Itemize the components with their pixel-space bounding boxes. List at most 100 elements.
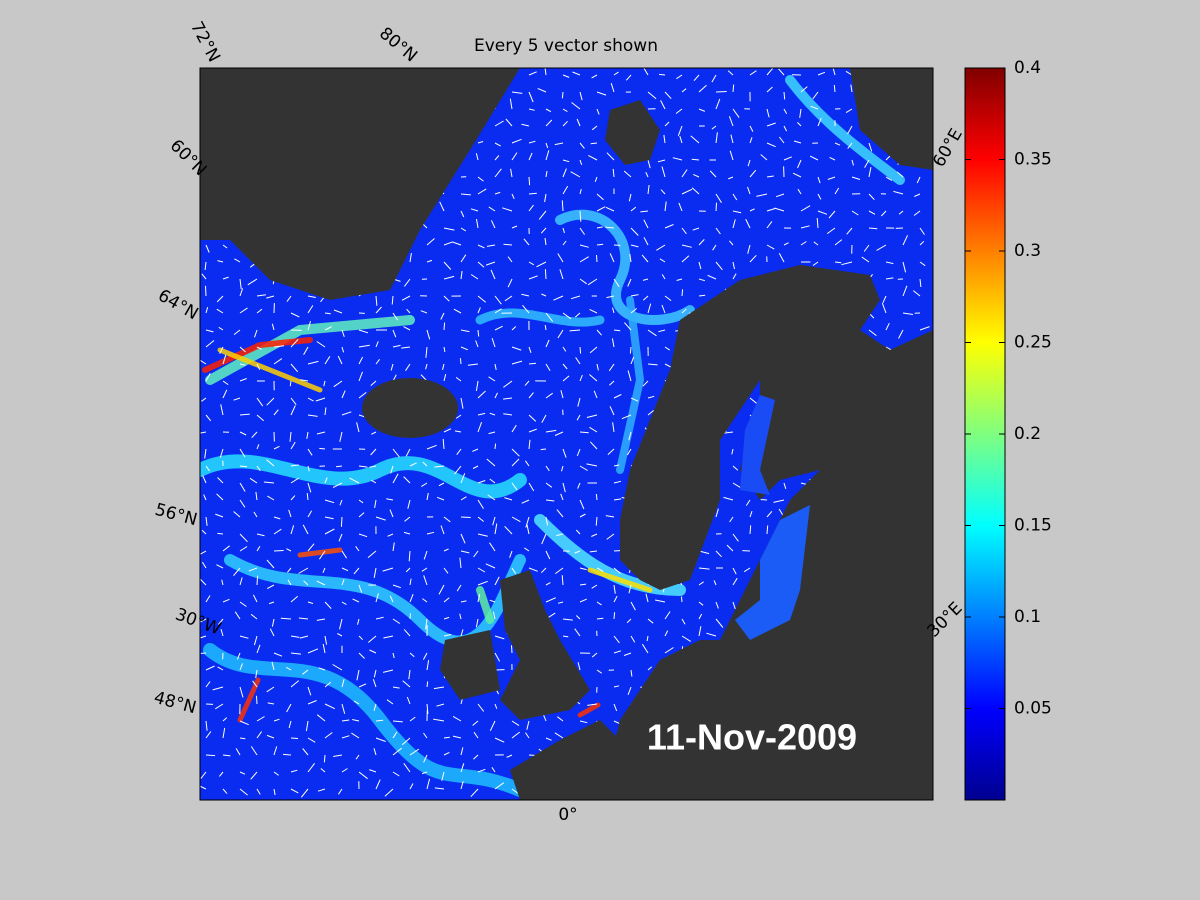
vector <box>490 269 496 280</box>
vector <box>715 98 721 110</box>
vector <box>290 477 299 484</box>
vector <box>579 567 587 571</box>
vector <box>375 737 386 742</box>
vector <box>425 618 428 630</box>
vector <box>409 783 414 790</box>
vector <box>643 68 649 76</box>
vector <box>405 567 411 573</box>
vector <box>627 278 632 287</box>
vector <box>577 662 581 671</box>
vector <box>401 295 411 301</box>
vector <box>266 559 275 569</box>
vector <box>307 397 314 402</box>
vector <box>290 464 299 467</box>
vector <box>454 465 462 475</box>
vector <box>305 720 309 732</box>
vector <box>817 210 828 215</box>
vector <box>426 238 435 246</box>
vector <box>460 210 465 218</box>
vector <box>405 363 411 371</box>
vector <box>324 407 327 416</box>
vector <box>731 448 734 455</box>
vector <box>528 71 537 76</box>
vector <box>559 269 564 280</box>
vector <box>589 346 598 354</box>
vector <box>323 380 326 387</box>
vector <box>303 580 309 586</box>
vector <box>307 762 315 773</box>
vector <box>577 397 581 407</box>
vector <box>216 295 224 303</box>
vector <box>290 441 296 450</box>
vector <box>766 175 774 178</box>
vector <box>273 746 278 756</box>
vector <box>676 74 683 80</box>
vector <box>575 615 581 620</box>
vector <box>475 618 479 628</box>
vector <box>579 142 585 149</box>
vector <box>579 499 585 510</box>
vector <box>256 644 261 654</box>
vector <box>612 168 615 178</box>
vector <box>290 737 299 739</box>
vector <box>589 550 598 553</box>
colorbar-tick-label: 0.3 <box>1014 241 1041 261</box>
vector <box>219 448 224 458</box>
vector <box>288 509 292 518</box>
vector <box>406 308 411 314</box>
vector <box>613 278 620 288</box>
vector <box>233 329 241 335</box>
vector <box>201 273 207 280</box>
vector <box>545 339 550 348</box>
vector <box>572 71 581 76</box>
vector <box>715 508 719 518</box>
vector <box>537 87 547 93</box>
france <box>510 720 620 800</box>
vector <box>596 669 602 674</box>
vector <box>216 308 224 314</box>
vector <box>715 261 723 271</box>
vector <box>477 307 481 314</box>
vector <box>222 545 230 552</box>
vector <box>850 84 853 93</box>
vector <box>698 278 706 282</box>
vector <box>477 593 481 603</box>
vector <box>222 244 228 249</box>
vector <box>375 306 382 314</box>
vector <box>613 329 621 332</box>
vector <box>333 754 343 757</box>
vector <box>732 273 737 280</box>
vector <box>420 310 428 314</box>
vector <box>316 580 326 586</box>
vector <box>864 159 870 168</box>
vector <box>728 116 734 127</box>
vector <box>273 550 284 552</box>
vector <box>783 125 788 132</box>
vector <box>299 635 309 639</box>
vector <box>526 524 530 535</box>
vector <box>494 120 504 127</box>
vector <box>434 787 445 790</box>
vector <box>898 210 904 215</box>
vector <box>729 516 734 523</box>
vector <box>709 170 717 178</box>
vector <box>579 159 583 165</box>
vector <box>371 479 377 484</box>
vector <box>316 341 326 348</box>
vector <box>341 679 345 688</box>
vector <box>218 326 224 331</box>
vector <box>589 308 598 314</box>
vector <box>628 431 632 441</box>
vector <box>760 154 768 161</box>
vector <box>426 660 430 671</box>
vector <box>333 309 343 314</box>
vector <box>341 411 352 416</box>
vector <box>800 225 810 229</box>
vector <box>528 261 535 266</box>
vector <box>255 491 258 501</box>
vector <box>316 431 326 435</box>
vector <box>579 91 583 101</box>
vector <box>475 153 479 161</box>
vector <box>595 516 598 526</box>
vector <box>205 516 208 526</box>
